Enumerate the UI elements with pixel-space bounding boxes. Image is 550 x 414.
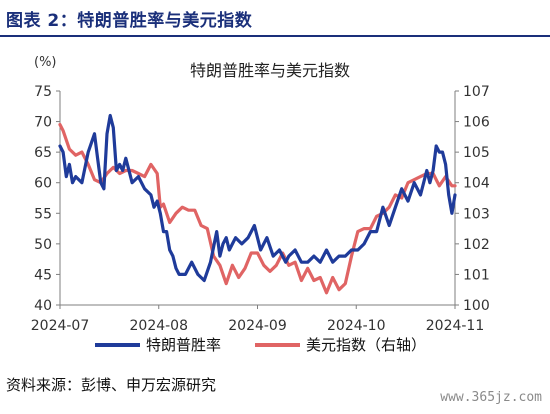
right-tick-label: 107 xyxy=(463,84,490,100)
axes: 40 45 50 55 60 65 70 75 100 101 102 103 104 105 106 107… xyxy=(31,84,490,334)
left-tick-label: 65 xyxy=(34,145,52,161)
legend-label-trump: 特朗普胜率 xyxy=(146,336,221,354)
source-note: 资料来源：彭博、申万宏源研究 xyxy=(6,376,217,394)
right-tick-label: 102 xyxy=(463,237,490,253)
left-tick-label: 55 xyxy=(34,206,52,222)
left-tick-label: 70 xyxy=(34,115,52,131)
x-tick-label: 2024-08 xyxy=(130,318,189,334)
x-tick-label: 2024-09 xyxy=(228,318,287,334)
left-tick-label: 50 xyxy=(34,237,52,253)
x-tick-label: 2024-10 xyxy=(327,318,386,334)
left-tick-label: 60 xyxy=(34,176,52,192)
x-tick-label: 2024-07 xyxy=(31,318,90,334)
right-tick-label: 105 xyxy=(463,145,490,161)
title-divider xyxy=(0,35,550,37)
left-tick-label: 75 xyxy=(34,84,52,100)
series-lines xyxy=(58,113,457,295)
series-line-dollar-index xyxy=(58,122,457,295)
legend-label-dxy: 美元指数（右轴） xyxy=(306,336,426,354)
x-tick-label: 2024-11 xyxy=(426,318,485,334)
right-tick-label: 104 xyxy=(463,176,490,192)
left-tick-label: 40 xyxy=(34,298,52,314)
right-tick-label: 101 xyxy=(463,267,490,283)
line-chart: 特朗普胜率与美元指数 (%) 40 45 50 55 60 65 70 75 100 101 102… xyxy=(31,55,490,354)
legend: 特朗普胜率 美元指数（右轴） xyxy=(95,336,426,354)
left-tick-label: 45 xyxy=(34,267,52,283)
right-tick-label: 106 xyxy=(463,115,490,131)
y-axis-unit: (%) xyxy=(34,55,57,70)
chart-title: 特朗普胜率与美元指数 xyxy=(190,61,350,80)
right-tick-label: 100 xyxy=(463,298,490,314)
figure-label: 图表 2：特朗普胜率与美元指数 xyxy=(6,11,253,31)
series-line-trump-win-rate xyxy=(58,113,457,283)
right-tick-label: 103 xyxy=(463,206,490,222)
watermark: www.365jz.com xyxy=(440,390,542,405)
